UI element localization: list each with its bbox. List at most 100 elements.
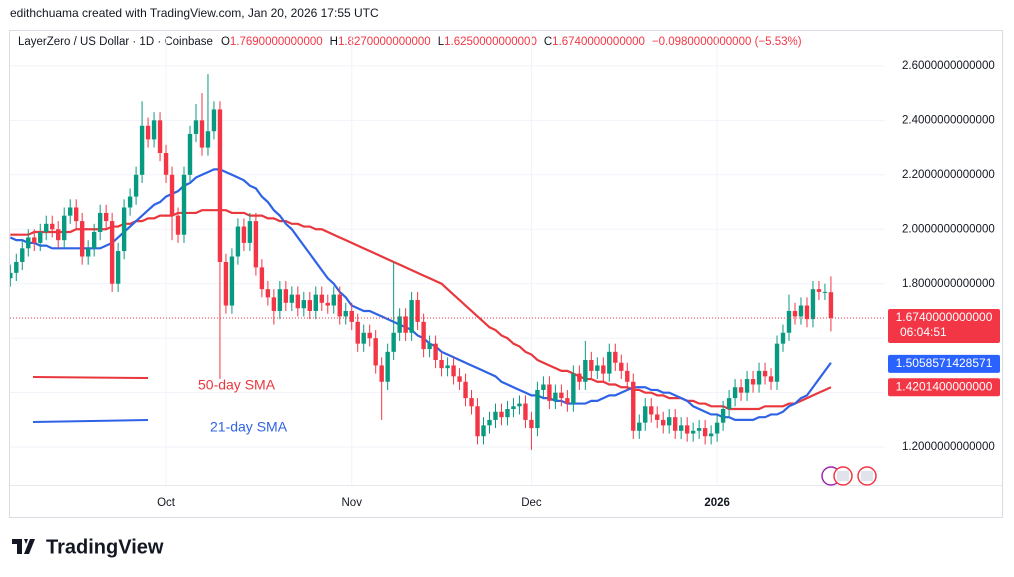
- candle-body: [139, 125, 145, 175]
- candle-body: [810, 289, 816, 320]
- candle-body: [169, 174, 175, 216]
- grid: [10, 31, 885, 485]
- candle-body: [241, 226, 247, 243]
- sma-line: [10, 168, 832, 422]
- price-label: 1.6740000000000: [896, 310, 993, 324]
- candle-body: [205, 131, 211, 148]
- candle-body: [79, 221, 85, 257]
- symbol-header: LayerZero / US Dollar · 1D · Coinbase O1.…: [18, 36, 802, 48]
- candle-body: [421, 321, 426, 350]
- candle-body: [672, 417, 678, 431]
- candle-body: [259, 267, 265, 290]
- candle-body: [97, 212, 103, 232]
- candle-body: [535, 389, 540, 429]
- candle-body: [720, 409, 726, 423]
- candle-body: [307, 300, 312, 311]
- candle-body: [121, 207, 127, 252]
- candle-body: [337, 294, 342, 317]
- y-tick-label: 1.8000000000000: [902, 278, 995, 290]
- ohlc-value: 1.6740000000000: [552, 36, 645, 48]
- candle-body: [661, 419, 666, 426]
- event-icons: [821, 466, 877, 486]
- candle-body: [56, 229, 61, 241]
- candle-body: [678, 425, 684, 431]
- candle-body: [613, 351, 618, 363]
- candle-body: [469, 398, 474, 407]
- candle-body: [499, 411, 504, 418]
- candle-body: [403, 316, 408, 333]
- ohlc-key: L: [438, 36, 445, 48]
- candle-body: [798, 305, 804, 317]
- candle-body: [319, 294, 324, 303]
- plot: [10, 74, 885, 450]
- candle-body: [217, 109, 223, 262]
- price-label: 1.5058571428571: [896, 356, 993, 370]
- legend-label: 21-day SMA: [210, 419, 288, 435]
- candle-body: [193, 120, 199, 134]
- candle-body: [463, 381, 468, 399]
- candle-body: [619, 362, 624, 371]
- candle-body: [822, 291, 828, 293]
- brand-name: TradingView: [46, 536, 164, 558]
- candle-body: [10, 272, 13, 279]
- y-tick-label: 2.4000000000000: [902, 114, 995, 126]
- candle-body: [343, 310, 348, 317]
- candle-body: [439, 359, 444, 369]
- candle-body: [14, 261, 19, 273]
- candle-body: [816, 289, 822, 292]
- candle-body: [505, 409, 510, 418]
- candle-body: [385, 351, 390, 382]
- candle-body: [85, 248, 91, 257]
- candle-body: [792, 310, 798, 317]
- symbol: LayerZero / US Dollar · 1D · Coinbase: [18, 36, 213, 48]
- candle-body: [786, 310, 792, 333]
- candle-body: [708, 433, 714, 437]
- candle-body: [397, 316, 402, 333]
- candle-body: [601, 365, 606, 374]
- candle-body: [750, 379, 756, 385]
- candle-body: [181, 174, 187, 235]
- candle-body: [313, 294, 318, 311]
- candle-body: [349, 310, 354, 322]
- candle-body: [223, 261, 229, 306]
- candle-body: [103, 212, 109, 222]
- y-tick-label: 2.6000000000000: [902, 60, 995, 72]
- legend-label: 50-day SMA: [198, 377, 276, 393]
- candle-body: [774, 343, 780, 382]
- candle-body: [68, 207, 73, 216]
- x-tick-label: Oct: [157, 497, 176, 509]
- brand-logo: [12, 539, 35, 554]
- candle-body: [511, 406, 516, 410]
- candle-body: [427, 343, 432, 350]
- candle-body: [199, 120, 205, 148]
- ohlc-key: C: [544, 36, 552, 48]
- candle-body: [253, 221, 259, 268]
- candle-body: [577, 373, 582, 382]
- candle-body: [780, 332, 786, 344]
- candle-body: [451, 365, 456, 377]
- candle-body: [295, 294, 301, 309]
- candle-body: [415, 300, 420, 322]
- legend-line: [32, 419, 149, 423]
- x-tick-label: Nov: [342, 497, 363, 509]
- candle-body: [433, 343, 438, 360]
- candle-body: [517, 403, 522, 407]
- ohlc-value: 1.7690000000000: [230, 36, 323, 48]
- candle-body: [643, 406, 648, 423]
- candle-body: [553, 392, 558, 401]
- candle-body: [44, 223, 49, 232]
- candle-body: [583, 359, 588, 382]
- candle-body: [744, 379, 750, 393]
- candle-body: [265, 289, 271, 298]
- candle-body: [738, 387, 744, 393]
- chart-frame: [9, 30, 1003, 518]
- candle-body: [325, 302, 330, 306]
- candle-body: [655, 414, 660, 420]
- candle-body: [20, 248, 25, 262]
- candle-body: [38, 231, 43, 243]
- ohlc-key: H: [330, 36, 338, 48]
- candle-body: [732, 387, 738, 399]
- countdown: 06:04:51: [900, 325, 947, 339]
